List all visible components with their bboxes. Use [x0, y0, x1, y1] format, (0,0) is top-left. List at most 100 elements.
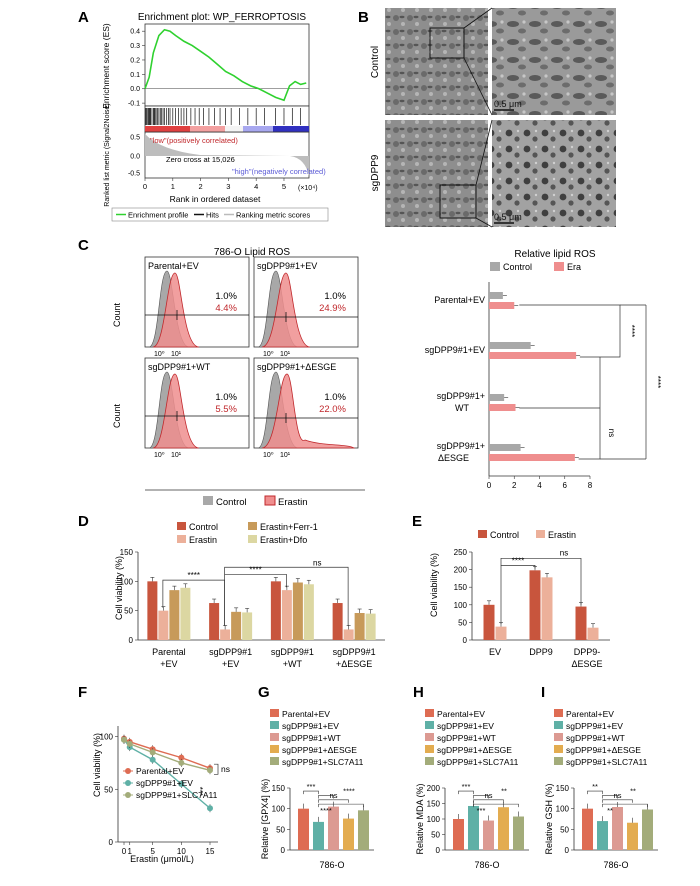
f-ytick-label: 50 — [104, 785, 113, 794]
flow-control-pct: 1.0% — [215, 392, 237, 403]
gsea-ytick-label: 0.4 — [130, 29, 140, 36]
ros-category-label: sgDPP9#1+ — [437, 441, 485, 451]
ros-xtick-label: 0 — [487, 481, 492, 490]
ros-xtick-label: 2 — [512, 481, 517, 490]
e-category-label: DPP9 — [529, 647, 553, 657]
e-category-label: EV — [489, 647, 501, 657]
ros-category-label: sgDPP9#1+EV — [425, 345, 485, 355]
d-bar — [242, 612, 253, 640]
d-legend-swatch — [248, 522, 257, 530]
ros-bar-era — [489, 302, 515, 309]
d-bar — [220, 629, 231, 640]
d-category-label: +EV — [160, 659, 177, 669]
h-bar — [453, 819, 464, 850]
panel-d: ControlErastinErastin+Ferr-1Erastin+Dfo … — [114, 522, 385, 669]
g-legend-swatch — [270, 733, 279, 741]
d-sig-bracket — [224, 566, 349, 626]
e-bar — [541, 577, 553, 640]
d-bar — [281, 590, 292, 640]
h-legend-label: Parental+EV — [437, 709, 485, 719]
panel-label-i: I — [541, 684, 545, 701]
gsea-ylabel: Enrichment score (ES) — [101, 23, 111, 109]
i-bar — [582, 808, 593, 850]
gsea-ytick-label: 0.3 — [130, 43, 140, 50]
flow-xtick-label: 10⁰ — [263, 451, 274, 459]
ros-category-label: Parental+EV — [434, 295, 485, 305]
gsea-xtick-label: 0 — [143, 182, 147, 191]
gsea-metric-ytick-label: -0.5 — [128, 171, 140, 178]
d-legend-label: Erastin+Ferr-1 — [260, 522, 318, 532]
flow-control-pct: 1.0% — [215, 291, 237, 302]
gsea-metric-ylabel: Ranked list metric (Signal2Noise) — [104, 103, 111, 206]
d-bar — [147, 581, 158, 640]
panel-e: Control Erastin Cell viability (%) 0 50 100… — [429, 530, 610, 669]
flow-erastin-pct: 4.4% — [215, 303, 237, 314]
g-legend-label: sgDPP9#1+SLC7A11 — [282, 757, 364, 767]
d-bar — [332, 603, 343, 640]
panel-label-b: B — [358, 9, 369, 26]
d-legend-label: Erastin+Dfo — [260, 535, 307, 545]
g-bar — [328, 806, 339, 850]
h-legend-swatch — [425, 733, 434, 741]
flow-control-pct: 1.0% — [324, 392, 346, 403]
ros-category-label: WT — [455, 403, 469, 413]
h-sig-label: ** — [501, 786, 507, 795]
d-category-label: +WT — [283, 659, 303, 669]
ros-xtick-label: 4 — [537, 481, 542, 490]
flow-count-label-top: Count — [112, 303, 122, 328]
d-legend-label: Erastin — [189, 535, 217, 545]
em-sgdpp9-overview — [385, 120, 488, 227]
h-legend-swatch — [425, 745, 434, 753]
ros-legend-control: Control — [503, 262, 532, 272]
flow-histogram-label: sgDPP9#1+EV — [257, 261, 317, 271]
flow-xtick-label: 10¹ — [171, 351, 182, 358]
d-bar — [303, 584, 314, 640]
e-ytick-label: 200 — [454, 566, 468, 575]
i-ytick-label: 100 — [556, 805, 570, 814]
gsea-title: Enrichment plot: WP_FERROPTOSIS — [138, 12, 307, 23]
g-ytick-label: 0 — [281, 846, 286, 855]
flow-xtick-label: 10¹ — [280, 351, 291, 358]
em-sgdpp9-scale-label: 0.5 μm — [494, 212, 522, 222]
d-category-label: sgDPP9#1 — [209, 647, 252, 657]
i-legend-swatch — [554, 733, 563, 741]
em-sgdpp9-connector-bottom — [475, 217, 493, 228]
f-xtick-label: 10 — [177, 847, 186, 856]
f-point — [126, 740, 133, 747]
f-xtick-label: 0 — [122, 847, 127, 856]
f-xlabel: Erastin (μmol/L) — [130, 854, 194, 864]
f-legend-label: Parental+EV — [136, 766, 184, 776]
i-ylabel: Relative GSH (%) — [544, 783, 554, 854]
em-row-sgdpp9: sgDPP9 — [370, 154, 381, 191]
panel-c-bar: Relative lipid ROS Control Era 0 2 4 6 8 Pare… — [425, 249, 662, 490]
h-ytick-label: 200 — [427, 784, 441, 793]
em-control-inset-box — [429, 27, 465, 59]
h-sig-label: *** — [477, 806, 486, 815]
i-bar — [627, 822, 638, 850]
i-bar — [642, 809, 653, 850]
ros-sig-label: ns — [607, 429, 616, 437]
i-legend-label: sgDPP9#1+WT — [566, 733, 625, 743]
d-ytick-label: 150 — [120, 548, 134, 557]
f-series-line — [123, 738, 211, 769]
h-xlabel: 786-O — [474, 860, 499, 870]
e-sig-label: ns — [560, 548, 568, 557]
gsea-pos-label: "low"(positively correlated) — [150, 136, 238, 145]
ros-xtick-label: 6 — [563, 481, 568, 490]
f-sig-bracket — [214, 763, 219, 775]
i-bar — [612, 807, 623, 850]
panel-label-c: C — [78, 237, 89, 254]
h-bar — [468, 805, 479, 850]
i-bar — [597, 821, 608, 850]
d-bar — [180, 587, 191, 640]
i-ytick-label: 0 — [565, 846, 570, 855]
ros-sig-label: **** — [653, 376, 662, 388]
panel-a: Enrichment plot: WP_FERROPTOSIS 0.4 0.3 0.… — [101, 12, 329, 222]
em-control-zoom — [492, 8, 616, 115]
gsea-heat-white — [225, 126, 243, 132]
g-legend-label: sgDPP9#1+EV — [282, 721, 339, 731]
flow-erastin-histogram — [261, 272, 311, 348]
flow-count-label-bottom: Count — [112, 404, 122, 429]
panel-g: Parental+EV sgDPP9#1+EV sgDPP9#1+WT sgDPP9#… — [260, 709, 374, 870]
flow-title: 786-O Lipid ROS — [214, 247, 290, 258]
